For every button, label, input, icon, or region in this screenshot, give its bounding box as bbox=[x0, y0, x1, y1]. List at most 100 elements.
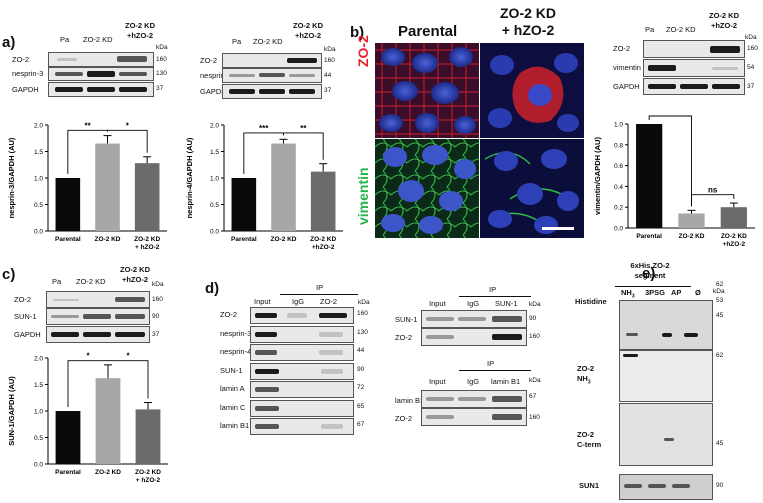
y-tick-label: 2.0 bbox=[34, 356, 43, 363]
y-tick-label: 1.0 bbox=[34, 409, 43, 416]
mw-label: 160 bbox=[324, 57, 335, 64]
significance-bracket bbox=[691, 194, 735, 207]
blot-d-lamin: IP Input IgG lamin B1 kDa lamin B1 ZO-2 … bbox=[395, 356, 545, 436]
significance-label: * bbox=[86, 352, 90, 361]
blot-strip bbox=[46, 326, 150, 343]
significance-label: ** bbox=[300, 124, 307, 133]
row-label-zo2: ZO-2 bbox=[12, 55, 30, 64]
micro-row-vimentin: vimentin bbox=[355, 167, 371, 225]
lane-input: Input bbox=[429, 377, 446, 386]
y-tick-label: 0.4 bbox=[614, 184, 623, 191]
micro-col-zo2kd-hzo2: ZO-2 KD + hZO-2 bbox=[500, 5, 556, 38]
lane-empty: Ø bbox=[695, 288, 701, 297]
blot-a-left: Pa ZO-2 KD ZO-2 KD +hZO-2 kDa ZO-2 nespri… bbox=[0, 0, 180, 100]
blot-strip bbox=[250, 381, 354, 398]
row-label: SUN-1 bbox=[220, 365, 243, 375]
x-tick-label: +hZO-2 bbox=[312, 244, 335, 251]
panel-label-a: a) bbox=[2, 34, 16, 51]
row-label-zo2-cterm: ZO-2 C-term bbox=[577, 430, 602, 449]
blot-a-right: Pa ZO-2 KD ZO-2 KD +hZO-2 kDa ZO-2 nespri… bbox=[190, 0, 350, 100]
row-label-sun1: SUN-1 bbox=[14, 312, 37, 321]
mw-label: 130 bbox=[357, 328, 368, 336]
lane-zo2kd: ZO-2 KD bbox=[666, 25, 696, 34]
x-tick-label: Parental bbox=[55, 469, 81, 476]
lane-pa: Pa bbox=[232, 37, 242, 46]
chart-nesprin3: nesprin-3/GAPDH (AU) 0.0 0.5 1.0 1.5 2.0 Paren… bbox=[7, 121, 167, 251]
bar bbox=[135, 409, 161, 464]
y-tick-label: 1.0 bbox=[210, 176, 219, 183]
panel-label-d: d) bbox=[205, 280, 220, 297]
y-tick-label: 2.0 bbox=[34, 123, 43, 130]
blot-strip bbox=[643, 40, 745, 58]
chart-nesprin4: nesprin-4/GAPDH (AU) 0.0 0.5 1.0 1.5 2.0 Paren… bbox=[185, 123, 343, 251]
lane-ip-sun1: SUN-1 bbox=[495, 299, 518, 308]
row-label-histidine: Histidine bbox=[575, 297, 607, 306]
x-tick-label: ZO-2 KD bbox=[679, 233, 705, 240]
row-label-gapdh: GAPDH bbox=[613, 82, 640, 91]
mw-label: 90 bbox=[716, 482, 724, 489]
y-axis-label: nesprin-3/GAPDH (AU) bbox=[7, 137, 16, 218]
row-label-gapdh: GAPDH bbox=[200, 87, 227, 96]
mw-label: 37 bbox=[152, 331, 160, 338]
x-tick-label: ZO-2 KD bbox=[135, 469, 161, 476]
blot-strip bbox=[421, 408, 527, 426]
lane-igg: IgG bbox=[467, 299, 480, 308]
blot-strip bbox=[48, 82, 154, 97]
blot-strip bbox=[250, 418, 354, 435]
mw-label: 67 bbox=[357, 421, 365, 428]
row-label-gapdh: GAPDH bbox=[12, 85, 39, 94]
mw-label: 44 bbox=[357, 347, 365, 354]
micro-parental-zo2 bbox=[374, 42, 480, 139]
x-tick-label: ZO-2 KD bbox=[134, 236, 160, 243]
mw-label: 45 bbox=[716, 312, 724, 319]
ip-label: IP bbox=[316, 283, 324, 292]
y-tick-label: 0.0 bbox=[34, 462, 43, 469]
blot-strip bbox=[619, 350, 713, 402]
row-label-laminb1: lamin B1 bbox=[395, 396, 425, 405]
y-tick-label: 1.0 bbox=[34, 176, 43, 183]
mw-label: 160 bbox=[152, 296, 163, 303]
chart-sun1: SUN-1/GAPDH (AU) 0.0 0.5 1.0 1.5 2.0 Parental Z… bbox=[7, 352, 168, 484]
blot-strip bbox=[46, 291, 150, 308]
significance-bracket bbox=[283, 132, 324, 160]
significance-label: * bbox=[126, 121, 130, 130]
row-label: lamin A bbox=[220, 384, 245, 393]
y-tick-label: 0.5 bbox=[34, 202, 43, 209]
row-label-zo2-nh3: ZO-2 NH3 bbox=[577, 364, 595, 385]
y-tick-label: 0.0 bbox=[34, 229, 43, 236]
lane-zo2kd-hzo2: ZO-2 KD +hZO-2 bbox=[125, 21, 155, 40]
mw-label: 160 bbox=[747, 45, 758, 52]
blot-strip bbox=[46, 308, 150, 325]
ip-label: IP bbox=[487, 359, 495, 368]
mw-label: 67 bbox=[529, 393, 537, 400]
row-label-nesprin4: nesprin-4 bbox=[200, 71, 232, 80]
x-tick-label: + hZO-2 bbox=[136, 477, 161, 484]
bar bbox=[678, 213, 705, 228]
blot-strip bbox=[250, 399, 354, 417]
blot-strip bbox=[222, 68, 322, 83]
bar bbox=[95, 378, 121, 464]
x-tick-label: +hZO-2 bbox=[723, 241, 746, 248]
blot-strip bbox=[643, 78, 745, 95]
lane-3psg: 3PSG bbox=[645, 288, 666, 297]
row-label-zo2: ZO-2 bbox=[200, 56, 218, 65]
mw-label: 90 bbox=[357, 365, 365, 373]
bar bbox=[134, 163, 160, 231]
blot-strip bbox=[222, 84, 322, 99]
y-tick-label: 0.6 bbox=[614, 163, 623, 170]
row-label: nesprin-3 bbox=[220, 328, 252, 338]
lane-zo2kd-hzo2: ZO-2 KD +hZO-2 bbox=[709, 11, 739, 30]
lane-pa: Pa bbox=[52, 277, 62, 286]
bar bbox=[55, 411, 81, 464]
blot-strip bbox=[222, 53, 322, 68]
row-label-zo2: ZO-2 bbox=[395, 414, 413, 423]
x-tick-label: ZO-2 KD bbox=[95, 469, 121, 476]
row-label-nesprin3: nesprin-3 bbox=[12, 69, 44, 78]
lane-ap: AP bbox=[671, 288, 682, 297]
significance-label: ns bbox=[708, 186, 718, 195]
ip-label: IP bbox=[489, 285, 497, 294]
row-label-sun1: SUN1 bbox=[579, 481, 600, 490]
mw-label: 90 bbox=[529, 315, 537, 322]
x-tick-label: Parental bbox=[231, 236, 257, 243]
mw-label: 160 bbox=[529, 414, 540, 421]
